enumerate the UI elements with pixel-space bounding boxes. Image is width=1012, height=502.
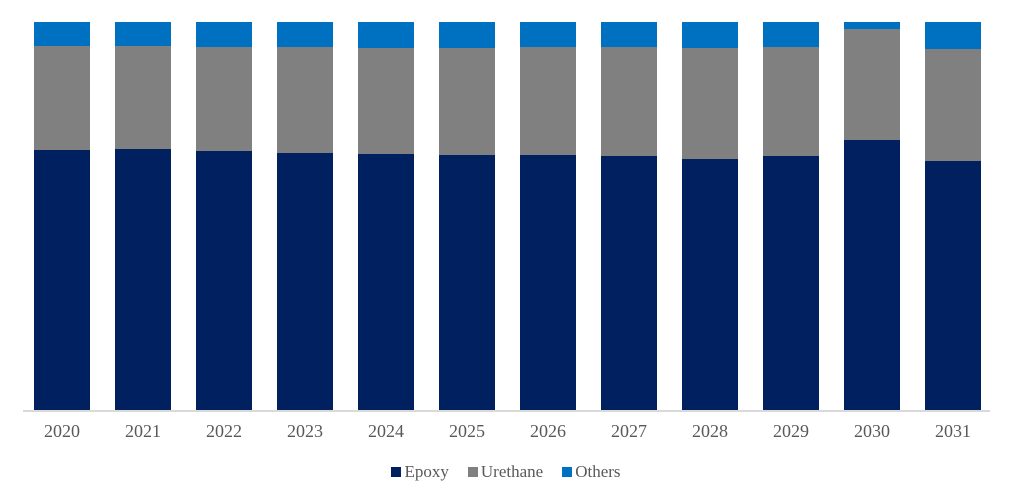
segment-epoxy-2021 <box>115 149 171 410</box>
segment-urethane-2022 <box>196 47 252 151</box>
segment-urethane-2031 <box>925 49 981 161</box>
x-axis-label-2031: 2031 <box>935 421 971 441</box>
segment-epoxy-2024 <box>358 154 414 410</box>
segment-urethane-2025 <box>439 48 495 155</box>
segment-urethane-2027 <box>601 47 657 156</box>
segment-others-2029 <box>763 22 819 47</box>
segment-epoxy-2023 <box>277 153 333 410</box>
segment-others-2021 <box>115 22 171 46</box>
x-axis-label-2030: 2030 <box>854 421 890 441</box>
segment-others-2022 <box>196 22 252 47</box>
segment-urethane-2023 <box>277 47 333 153</box>
legend-item-epoxy: Epoxy <box>391 462 449 482</box>
plot-area <box>34 22 981 410</box>
bar-2023 <box>277 22 333 410</box>
legend-item-others: Others <box>562 462 621 482</box>
segment-epoxy-2028 <box>682 159 738 410</box>
segment-urethane-2024 <box>358 48 414 154</box>
segment-epoxy-2022 <box>196 151 252 410</box>
bar-2028 <box>682 22 738 410</box>
bar-2021 <box>115 22 171 410</box>
segment-others-2020 <box>34 22 90 46</box>
bar-2020 <box>34 22 90 410</box>
x-axis-label-2021: 2021 <box>125 421 161 441</box>
bar-2026 <box>520 22 576 410</box>
segment-urethane-2030 <box>844 29 900 140</box>
segment-urethane-2026 <box>520 47 576 155</box>
segment-epoxy-2029 <box>763 156 819 410</box>
segment-others-2025 <box>439 22 495 48</box>
x-axis-label-2025: 2025 <box>449 421 485 441</box>
segment-epoxy-2026 <box>520 155 576 410</box>
segment-epoxy-2025 <box>439 155 495 410</box>
legend-swatch-others-icon <box>562 467 573 477</box>
segment-others-2024 <box>358 22 414 48</box>
segment-urethane-2021 <box>115 46 171 149</box>
segment-epoxy-2027 <box>601 156 657 410</box>
legend-label-others: Others <box>575 462 621 481</box>
bar-2031 <box>925 22 981 410</box>
chart-legend: Epoxy Urethane Others <box>0 462 1012 482</box>
segment-epoxy-2020 <box>34 150 90 410</box>
x-axis-label-2024: 2024 <box>368 421 404 441</box>
segment-epoxy-2031 <box>925 161 981 410</box>
x-axis-label-2022: 2022 <box>206 421 242 441</box>
segment-others-2031 <box>925 22 981 49</box>
segment-urethane-2028 <box>682 48 738 159</box>
x-axis-label-2023: 2023 <box>287 421 323 441</box>
segment-others-2027 <box>601 22 657 47</box>
x-axis-label-2027: 2027 <box>611 421 647 441</box>
bar-2030 <box>844 22 900 410</box>
segment-epoxy-2030 <box>844 140 900 410</box>
segment-others-2023 <box>277 22 333 47</box>
segment-others-2028 <box>682 22 738 48</box>
legend-item-urethane: Urethane <box>467 462 544 482</box>
bar-2022 <box>196 22 252 410</box>
legend-swatch-urethane-icon <box>467 467 478 477</box>
segment-others-2030 <box>844 22 900 29</box>
legend-label-epoxy: Epoxy <box>404 462 449 481</box>
x-axis-label-2026: 2026 <box>530 421 566 441</box>
bar-2024 <box>358 22 414 410</box>
segment-others-2026 <box>520 22 576 47</box>
segment-urethane-2020 <box>34 46 90 150</box>
bar-2027 <box>601 22 657 410</box>
x-axis-line <box>23 410 990 412</box>
legend-label-urethane: Urethane <box>480 462 544 481</box>
legend-swatch-epoxy-icon <box>391 467 402 477</box>
bar-2025 <box>439 22 495 410</box>
x-axis-label-2028: 2028 <box>692 421 728 441</box>
x-axis-label-2029: 2029 <box>773 421 809 441</box>
segment-urethane-2029 <box>763 47 819 156</box>
bar-2029 <box>763 22 819 410</box>
x-axis-label-2020: 2020 <box>44 421 80 441</box>
